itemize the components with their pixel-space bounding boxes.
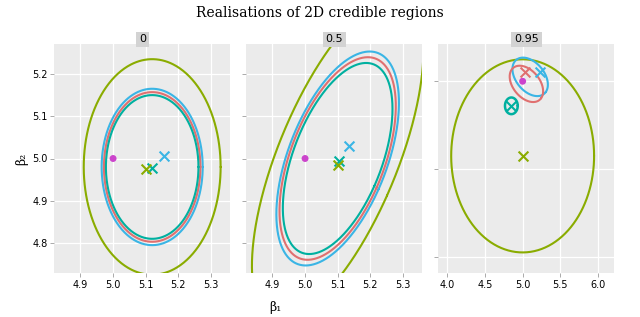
Text: 0.5: 0.5 <box>326 34 343 44</box>
Point <box>518 79 528 84</box>
Text: 0.95: 0.95 <box>514 34 539 44</box>
Point <box>334 158 344 163</box>
Point <box>344 143 354 148</box>
Point <box>333 162 343 167</box>
Y-axis label: β₂: β₂ <box>15 152 28 165</box>
Point <box>520 70 530 75</box>
Text: β₁: β₁ <box>269 301 282 314</box>
Point <box>159 154 169 159</box>
Point <box>506 103 516 108</box>
Point <box>535 70 545 75</box>
Point <box>518 153 528 158</box>
Point <box>108 156 118 161</box>
Text: Realisations of 2D credible regions: Realisations of 2D credible regions <box>196 6 444 20</box>
Point <box>141 166 151 171</box>
Point <box>300 156 310 161</box>
Point <box>147 165 157 170</box>
Text: 0: 0 <box>139 34 146 44</box>
